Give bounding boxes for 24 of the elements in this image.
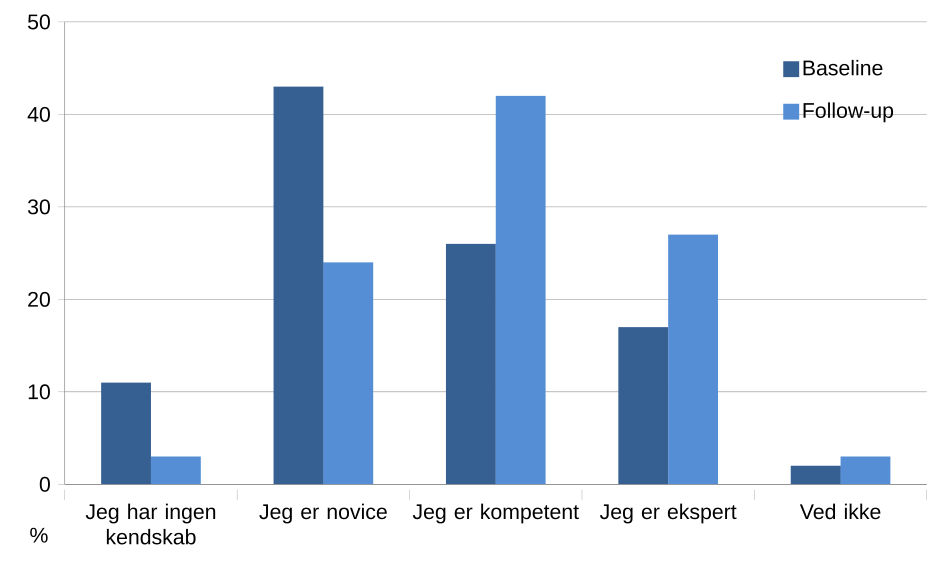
bar xyxy=(446,244,496,484)
x-tick-label: Ved ikke xyxy=(800,504,880,520)
y-tick-label: 0 xyxy=(40,476,50,492)
x-tick-label: Jeg er kompetent xyxy=(412,504,579,524)
bar xyxy=(496,96,546,484)
bar xyxy=(101,382,151,484)
x-tick-label: Jeg er novice xyxy=(259,504,387,524)
y-tick-label: 40 xyxy=(28,106,50,122)
bar xyxy=(790,466,841,484)
bar xyxy=(668,234,718,484)
bar xyxy=(323,262,374,484)
bar xyxy=(840,456,890,484)
bar xyxy=(618,327,668,484)
legend-label: Baseline xyxy=(804,60,882,76)
bar xyxy=(150,456,201,484)
y-axis-title: % xyxy=(30,528,48,543)
bar xyxy=(274,86,324,484)
y-tick-label: 10 xyxy=(28,384,50,400)
y-tick-label: 50 xyxy=(28,14,50,30)
legend-label: Follow-up xyxy=(804,102,894,122)
x-tick-label: Jeg har ingen kendskab xyxy=(86,504,216,544)
y-tick-label: 30 xyxy=(28,199,50,214)
x-tick-label: Jeg er ekspert xyxy=(600,504,737,524)
y-tick-label: 20 xyxy=(28,292,50,307)
